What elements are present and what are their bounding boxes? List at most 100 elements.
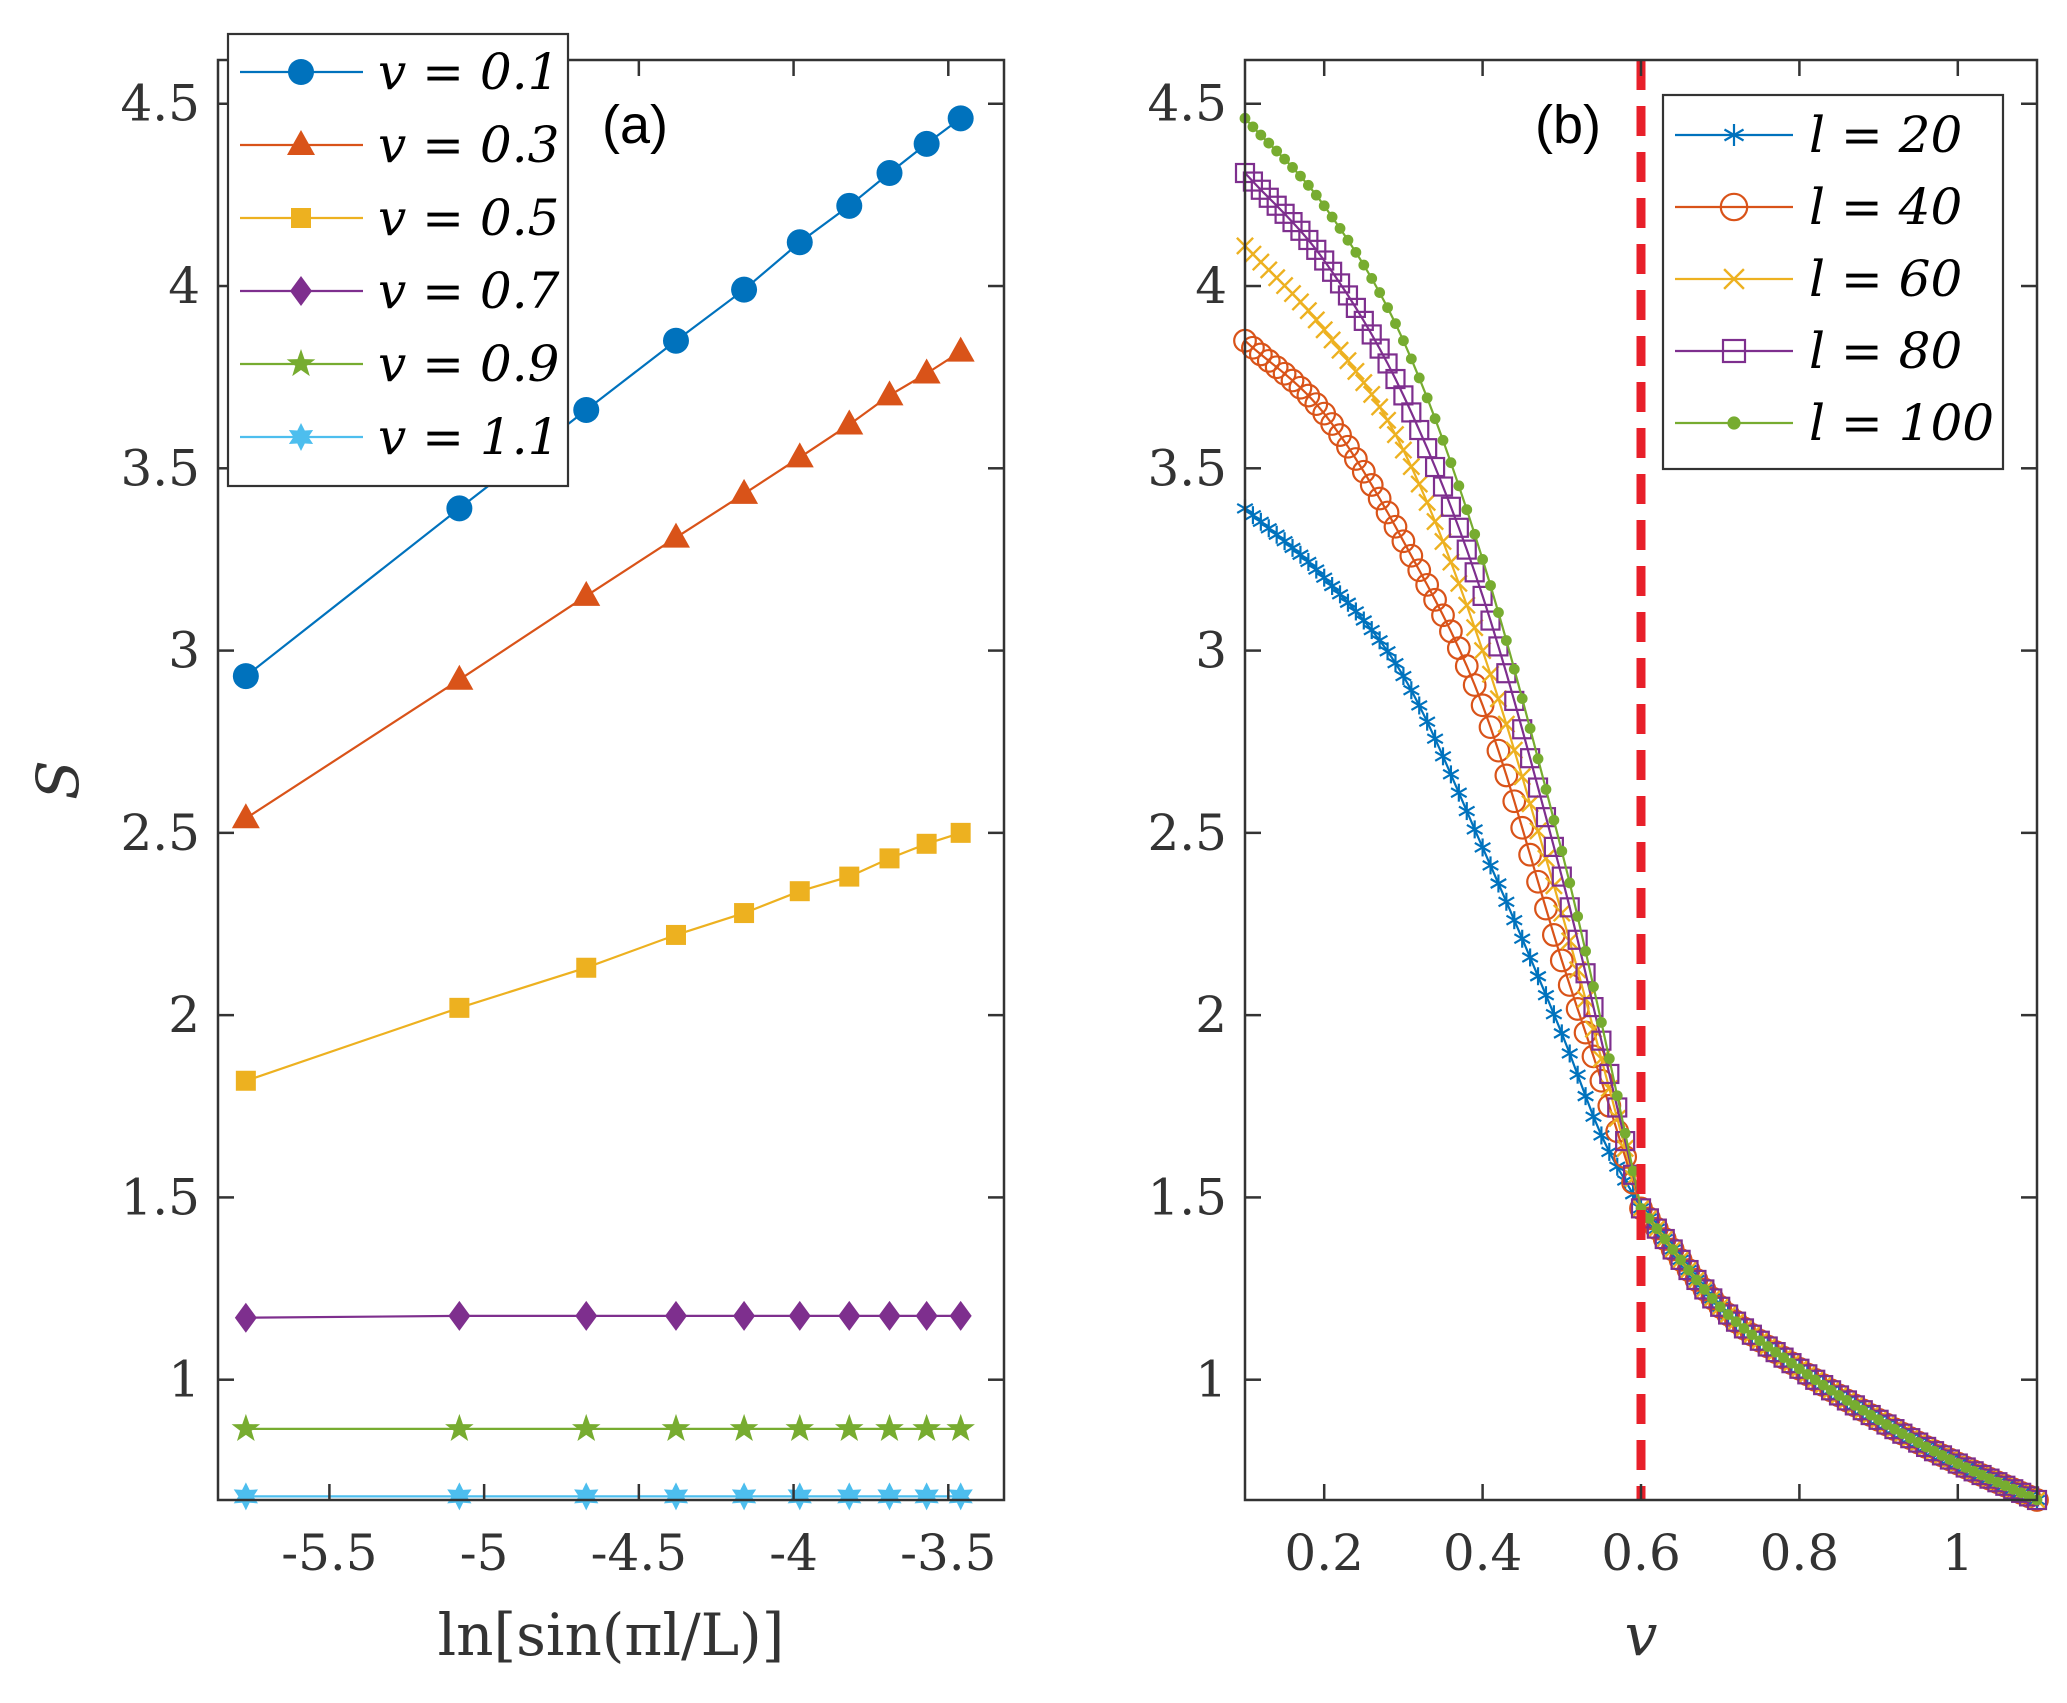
panel-b-point-5 (1485, 580, 1496, 591)
panel-b-xtick-label: 0.2 (1284, 1524, 1364, 1582)
panel-b-xtick-label: 0.8 (1760, 1524, 1840, 1582)
panel-a-point-3 (916, 833, 937, 854)
panel-b-point-2 (1383, 514, 1408, 539)
panel-b-point-1 (1410, 696, 1428, 715)
panel-b-point-2 (1328, 423, 1352, 447)
panel-b-point-5 (1398, 335, 1409, 347)
panel-b-point-5 (1794, 1363, 1805, 1375)
panel-a-legend-marker (288, 59, 314, 85)
panel-b-point-4 (1456, 539, 1477, 560)
panel-a-point-4 (234, 1302, 257, 1333)
panel-a-point-4 (838, 1300, 861, 1331)
panel-b-point-4 (1591, 1030, 1612, 1051)
panel-b-legend: l = 20 l = 40 l = 60 l = 80 l = 100 (1661, 93, 2005, 471)
panel-b-point-3 (1315, 320, 1334, 339)
panel-b-ytick-label: 4 (1195, 257, 1227, 315)
panel-b-legend-marker (1727, 416, 1741, 430)
panel-b-point-4 (1424, 456, 1446, 478)
panel-b-point-3 (1521, 794, 1540, 813)
panel-a-point-6 (574, 1482, 599, 1511)
panel-b-point-1 (1284, 538, 1301, 557)
panel-b-point-5 (1524, 723, 1536, 734)
panel-b-xtick-label: 1 (1942, 1524, 1974, 1582)
panel-b-point-4 (1448, 517, 1469, 538)
panel-b-point-5 (1627, 1165, 1639, 1177)
panel-b-point-5 (1714, 1301, 1726, 1313)
panel-b-point-5 (1754, 1335, 1766, 1347)
panel-b-point-5 (1548, 814, 1560, 826)
panel-b-point-5 (1508, 663, 1520, 675)
panel-b-point-5 (1302, 179, 1314, 191)
panel-b-point-4 (1551, 866, 1572, 887)
panel-b-point-1 (1490, 874, 1507, 893)
panel-b-point-3 (1449, 574, 1468, 593)
panel-a-legend-label: v = 1.1 (378, 408, 559, 466)
panel-b-point-1 (1292, 545, 1309, 564)
panel-a-point-5 (729, 1413, 759, 1441)
panel-b-point-5 (1500, 635, 1512, 646)
panel-b-ytick-label: 3 (1195, 622, 1227, 680)
panel-b-point-3 (1497, 715, 1516, 734)
panel-a-legend-marker (286, 349, 316, 377)
panel-b-point-4 (1480, 610, 1501, 631)
panel-b-point-5 (1318, 200, 1330, 212)
panel-b-point-2 (1288, 375, 1313, 400)
panel-b-point-1 (1276, 532, 1293, 551)
panel-a-point-4 (949, 1300, 972, 1331)
panel-b-point-3 (1386, 425, 1405, 444)
panel-b-point-1 (1434, 747, 1452, 766)
panel-b-point-3 (1362, 385, 1381, 404)
panel-a-ticks: -5.5 -5 -4.5 -4 -3.5 1 1.5 2 2.5 3 3.5 4 4.5 (120, 60, 1004, 1582)
panel-b-point-1 (1529, 967, 1547, 986)
panel-b-point-5 (1659, 1233, 1671, 1245)
panel-b-point-5 (1889, 1423, 1900, 1435)
panel-b-point-5 (1445, 457, 1457, 469)
panel-b-point-2 (1375, 500, 1400, 525)
panel-a-legend: v = 0.1 v = 0.3 v = 0.5 v = 0.7 v = 0.9 v = 1… (226, 32, 570, 488)
panel-b-legend-label: l = 80 (1809, 322, 1962, 380)
panel-b-point-1 (1505, 911, 1523, 930)
panel-b-point-2 (1359, 473, 1384, 497)
panel-a-ytick-label: 3.5 (120, 439, 200, 497)
panel-b-point-5 (1801, 1368, 1813, 1380)
panel-b-point-3 (1465, 618, 1484, 637)
panel-a-point-3 (665, 924, 686, 945)
panel-b-point-5 (1667, 1244, 1679, 1255)
panel-b-point-2 (1510, 815, 1535, 840)
panel-a-ytick-label: 2.5 (120, 804, 200, 862)
panel-b-point-4 (1472, 585, 1493, 606)
panel-b-point-2 (1367, 486, 1392, 511)
panel-b-point-1 (1466, 820, 1484, 839)
panel-b-point-5 (1342, 234, 1354, 246)
panel-a-ytick-label: 3 (168, 622, 200, 680)
panel-b-point-5 (1271, 145, 1283, 157)
panel-a-point-2 (572, 580, 601, 606)
panel-b-point-2 (1391, 529, 1416, 554)
panel-b-point-5 (1762, 1341, 1774, 1352)
panel-b-point-5 (1619, 1127, 1631, 1139)
panel-b-ytick-label: 1 (1195, 1351, 1227, 1409)
panel-a-point-2 (785, 442, 814, 468)
panel-b-point-2 (1431, 603, 1455, 628)
panel-b-legend-label: l = 60 (1809, 250, 1962, 308)
panel-a-point-1 (731, 276, 758, 303)
panel-b-legend-label: l = 40 (1809, 178, 1962, 236)
panel-b-point-5 (1477, 554, 1488, 565)
panel-a-point-3 (734, 903, 755, 924)
panel-b-point-5 (1833, 1390, 1845, 1401)
panel-a-series-line-2 (245, 350, 962, 820)
panel-a-series-line-4 (245, 1314, 961, 1319)
panel-b-point-3 (1410, 475, 1429, 494)
panel-b-point-5 (1786, 1357, 1797, 1369)
panel-b-point-3 (1323, 331, 1342, 349)
panel-a-point-2 (445, 664, 474, 690)
panel-b-point-2 (1272, 361, 1297, 386)
panel-a-ytick-label: 2 (168, 986, 200, 1044)
panel-b-point-5 (1390, 318, 1401, 330)
panel-b-point-5 (1730, 1316, 1742, 1328)
panel-b-point-3 (1473, 641, 1492, 660)
panel-b-point-2 (1280, 368, 1305, 393)
panel-b-point-5 (1382, 302, 1393, 314)
panel-a-point-5 (946, 1413, 975, 1441)
panel-b-point-5 (1722, 1309, 1734, 1320)
